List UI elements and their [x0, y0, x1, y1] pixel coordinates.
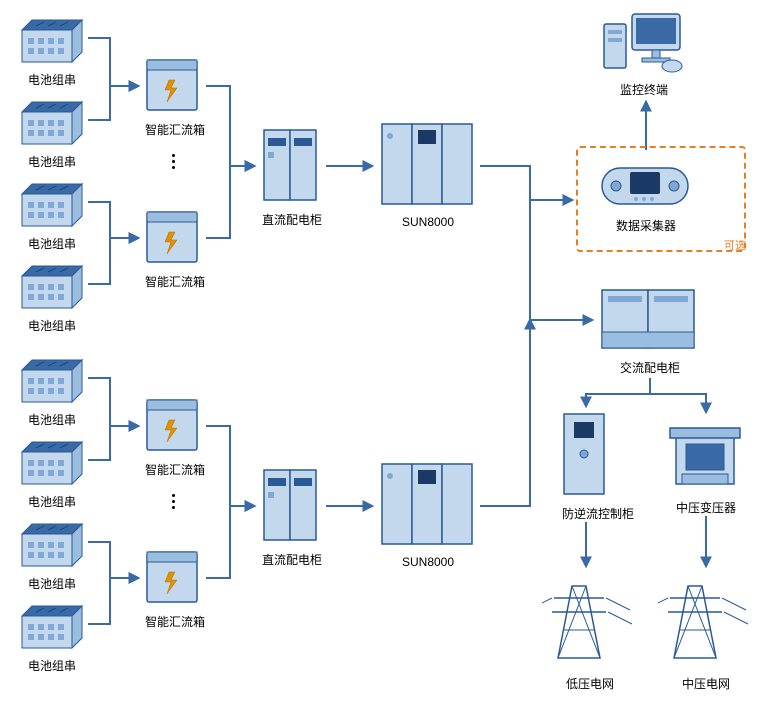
- node-label-bat7: 电池组串: [20, 575, 84, 592]
- node-label-bat8: 电池组串: [20, 657, 84, 674]
- building-icon: [20, 598, 84, 650]
- edge-arrow: [88, 38, 138, 86]
- node-label-bat1: 电池组串: [20, 71, 84, 88]
- edge-arrow: [206, 166, 254, 238]
- optional-tag: 可选: [724, 237, 746, 253]
- box-icon: [145, 398, 203, 454]
- big_cabinet-icon: [380, 122, 476, 208]
- node-label-comb1: 智能汇流箱: [145, 121, 203, 138]
- edge-arrow: [88, 426, 138, 460]
- edge-arrow: [206, 86, 254, 166]
- node-label-bat3: 电池组串: [20, 235, 84, 252]
- edge-arrow: [88, 378, 138, 426]
- edge-arrow: [586, 378, 650, 406]
- node-bat2: 电池组串: [20, 94, 84, 170]
- building-icon: [20, 352, 84, 404]
- node-label-dc1: 直流配电柜: [262, 211, 322, 228]
- computer-icon: [602, 12, 686, 74]
- edge-arrow: [206, 506, 254, 578]
- edge-arrow: [88, 86, 138, 120]
- node-label-comb4: 智能汇流箱: [145, 613, 203, 630]
- node-label-dc2: 直流配电柜: [262, 551, 322, 568]
- node-bat1: 电池组串: [20, 12, 84, 88]
- node-bat7: 电池组串: [20, 516, 84, 592]
- node-comb4: 智能汇流箱: [145, 550, 203, 630]
- node-dc2: 直流配电柜: [262, 468, 322, 568]
- node-bat6: 电池组串: [20, 434, 84, 510]
- building-icon: [20, 258, 84, 310]
- building-icon: [20, 12, 84, 64]
- edge-arrow: [650, 378, 706, 412]
- node-comb2: 智能汇流箱: [145, 210, 203, 290]
- node-label-comb3: 智能汇流箱: [145, 461, 203, 478]
- node-label-ac_cab: 交流配电柜: [600, 359, 700, 376]
- node-label-monitor: 监控终端: [602, 81, 686, 98]
- tower-icon: [658, 580, 754, 668]
- big_cabinet-icon: [380, 462, 476, 548]
- building-icon: [20, 434, 84, 486]
- edge-arrow: [480, 320, 530, 506]
- building-icon: [20, 176, 84, 228]
- building-icon: [20, 94, 84, 146]
- box-icon: [145, 210, 203, 266]
- node-label-mv_trans: 中压变压器: [668, 499, 744, 516]
- node-label-bat5: 电池组串: [20, 411, 84, 428]
- tall_cabinet-icon: [562, 412, 610, 498]
- node-bat4: 电池组串: [20, 258, 84, 334]
- node-label-bat6: 电池组串: [20, 493, 84, 510]
- node-comb3: 智能汇流箱: [145, 398, 203, 478]
- cabinet-icon: [262, 468, 322, 544]
- node-comb1: 智能汇流箱: [145, 58, 203, 138]
- ellipsis-dots: [172, 154, 175, 169]
- node-inv2: SUN8000: [380, 462, 476, 569]
- ellipsis-dots: [172, 494, 175, 509]
- box-icon: [145, 550, 203, 606]
- node-bat5: 电池组串: [20, 352, 84, 428]
- node-mv_grid: 中压电网: [658, 580, 754, 692]
- transformer-icon: [668, 418, 744, 492]
- edge-arrow: [88, 542, 138, 578]
- node-label-bat2: 电池组串: [20, 153, 84, 170]
- node-bat3: 电池组串: [20, 176, 84, 252]
- edge-arrow: [88, 578, 138, 624]
- node-label-inv2: SUN8000: [380, 555, 476, 569]
- edge-arrow: [206, 426, 254, 506]
- node-inv1: SUN8000: [380, 122, 476, 229]
- node-ac_cab: 交流配电柜: [600, 288, 700, 376]
- node-label-antirev: 防逆流控制柜: [562, 505, 610, 522]
- node-label-lv_grid: 低压电网: [542, 675, 638, 692]
- edge-arrow: [88, 202, 138, 238]
- node-label-inv1: SUN8000: [380, 215, 476, 229]
- node-mv_trans: 中压变压器: [668, 418, 744, 516]
- dual_cabinet-icon: [600, 288, 700, 352]
- edge-arrow: [88, 238, 138, 284]
- node-antirev: 防逆流控制柜: [562, 412, 610, 522]
- tower-icon: [542, 580, 638, 668]
- node-bat8: 电池组串: [20, 598, 84, 674]
- box-icon: [145, 58, 203, 114]
- node-label-mv_grid: 中压电网: [658, 675, 754, 692]
- cabinet-icon: [262, 128, 322, 204]
- node-label-bat4: 电池组串: [20, 317, 84, 334]
- node-label-comb2: 智能汇流箱: [145, 273, 203, 290]
- building-icon: [20, 516, 84, 568]
- optional-box: [576, 146, 746, 252]
- node-monitor: 监控终端: [602, 12, 686, 98]
- node-lv_grid: 低压电网: [542, 580, 638, 692]
- node-dc1: 直流配电柜: [262, 128, 322, 228]
